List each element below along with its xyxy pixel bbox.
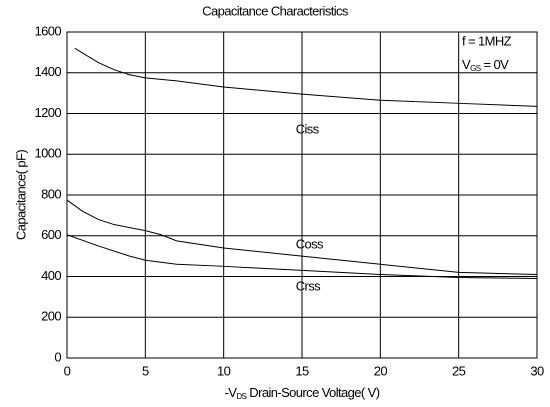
y-tick-label: 800 <box>41 186 61 201</box>
x-axis-label-rest: Drain-Source Voltage( V) <box>246 385 379 400</box>
series-label: Crss <box>296 279 321 294</box>
series-label: Ciss <box>296 121 320 136</box>
series-line <box>66 199 538 275</box>
x-tick-label: 10 <box>217 363 231 378</box>
y-tick-label: 1200 <box>34 105 61 120</box>
y-tick-label: 0 <box>54 349 61 364</box>
y-tick-label: 1400 <box>34 64 61 79</box>
x-axis-label-sub: DS <box>236 392 246 401</box>
x-axis-label-prefix: -V <box>225 385 238 400</box>
annotation-rest: = 0V <box>480 57 509 72</box>
plot-border <box>66 31 538 359</box>
y-tick-label: 1600 <box>34 23 61 38</box>
x-tick-label: 25 <box>452 363 466 378</box>
y-axis-label: Capacitance( pF) <box>13 150 28 240</box>
x-axis-label: -VDS Drain-Source Voltage( V) <box>225 385 380 401</box>
x-tick-label: 30 <box>530 363 544 378</box>
chart-title: Capacitance Characteristics <box>202 3 349 18</box>
y-tick-label: 600 <box>41 227 61 242</box>
x-tick-label: 0 <box>64 363 71 378</box>
x-tick-label: 15 <box>295 363 309 378</box>
annotation-sub: GS <box>470 64 481 73</box>
series-label: Coss <box>296 236 324 251</box>
x-tick-label: 20 <box>374 363 388 378</box>
y-tick-label: 400 <box>41 268 61 283</box>
annotation-prefix: V <box>462 57 471 72</box>
y-tick-label: 1000 <box>34 146 61 161</box>
y-tick-label: 200 <box>41 309 61 324</box>
series-line <box>74 47 538 107</box>
annotation: f = 1MHZ <box>462 33 512 48</box>
x-tick-label: 5 <box>142 363 149 378</box>
series-line <box>66 234 538 280</box>
annotation: VGS = 0V <box>462 57 509 73</box>
